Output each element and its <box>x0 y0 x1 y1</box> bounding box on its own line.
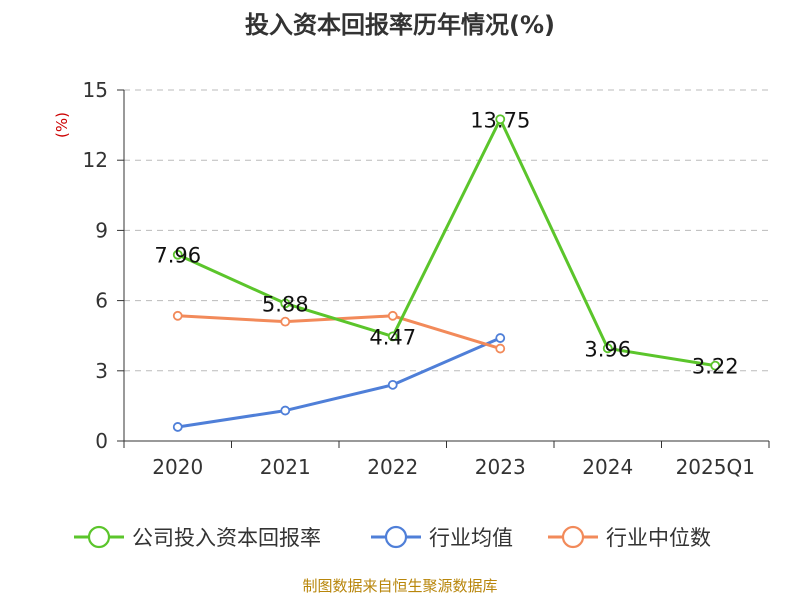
y-tick-label: 0 <box>95 429 108 453</box>
data-point <box>495 343 506 354</box>
y-tick-label: 9 <box>95 218 108 242</box>
source-note: 制图数据来自恒生聚源数据库 <box>302 577 497 595</box>
series-line-1 <box>177 336 501 429</box>
legend-marker-2 <box>561 525 585 549</box>
x-tick-label: 2021 <box>260 455 311 479</box>
y-tick-label: 6 <box>95 289 108 313</box>
legend-label-1: 行业均值 <box>429 526 513 550</box>
data-label: 4.47 <box>369 325 416 349</box>
series-points <box>172 114 721 432</box>
data-labels: 7.96 5.88 4.47 13.75 3.96 3.22 <box>154 108 738 378</box>
data-point <box>280 405 291 416</box>
chart-title: 投入资本回报率历年情况(%) <box>245 11 555 39</box>
data-point <box>602 343 613 354</box>
data-point <box>387 379 398 390</box>
x-tick-label: 2022 <box>367 455 418 479</box>
data-point <box>387 331 398 342</box>
data-label: 3.22 <box>692 355 739 379</box>
data-point <box>710 360 721 371</box>
series-lines <box>177 117 716 429</box>
data-label: 3.96 <box>584 337 631 361</box>
axes: 0 3 6 9 12 15 2020 2021 2022 2023 2024 2025Q1 <box>83 78 770 479</box>
y-tick-label: 3 <box>95 359 108 383</box>
data-point <box>280 298 291 309</box>
data-label: 5.88 <box>262 292 309 316</box>
y-tick-label: 15 <box>83 78 108 102</box>
legend: 公司投入资本回报率 行业均值 行业中位数 <box>74 525 711 550</box>
y-axis-unit: (%) <box>53 112 71 138</box>
y-tick-label: 12 <box>83 148 108 172</box>
data-point <box>495 114 506 125</box>
x-tick-label: 2024 <box>582 455 633 479</box>
x-tick-label: 2025Q1 <box>676 455 755 479</box>
legend-marker-0 <box>87 525 111 549</box>
data-label: 7.96 <box>154 244 201 268</box>
legend-label-0: 公司投入资本回报率 <box>132 526 321 550</box>
data-point <box>172 422 183 432</box>
data-point <box>280 316 291 327</box>
legend-marker-1 <box>384 525 408 549</box>
data-point <box>172 249 183 260</box>
data-point <box>387 310 398 321</box>
data-point <box>495 333 506 343</box>
series-line-0 <box>177 117 716 368</box>
x-tick-label: 2020 <box>152 455 203 479</box>
data-label: 13.75 <box>470 108 530 132</box>
x-tick-label: 2023 <box>475 455 526 479</box>
legend-label-2: 行业中位数 <box>606 526 711 550</box>
data-point <box>172 310 183 321</box>
